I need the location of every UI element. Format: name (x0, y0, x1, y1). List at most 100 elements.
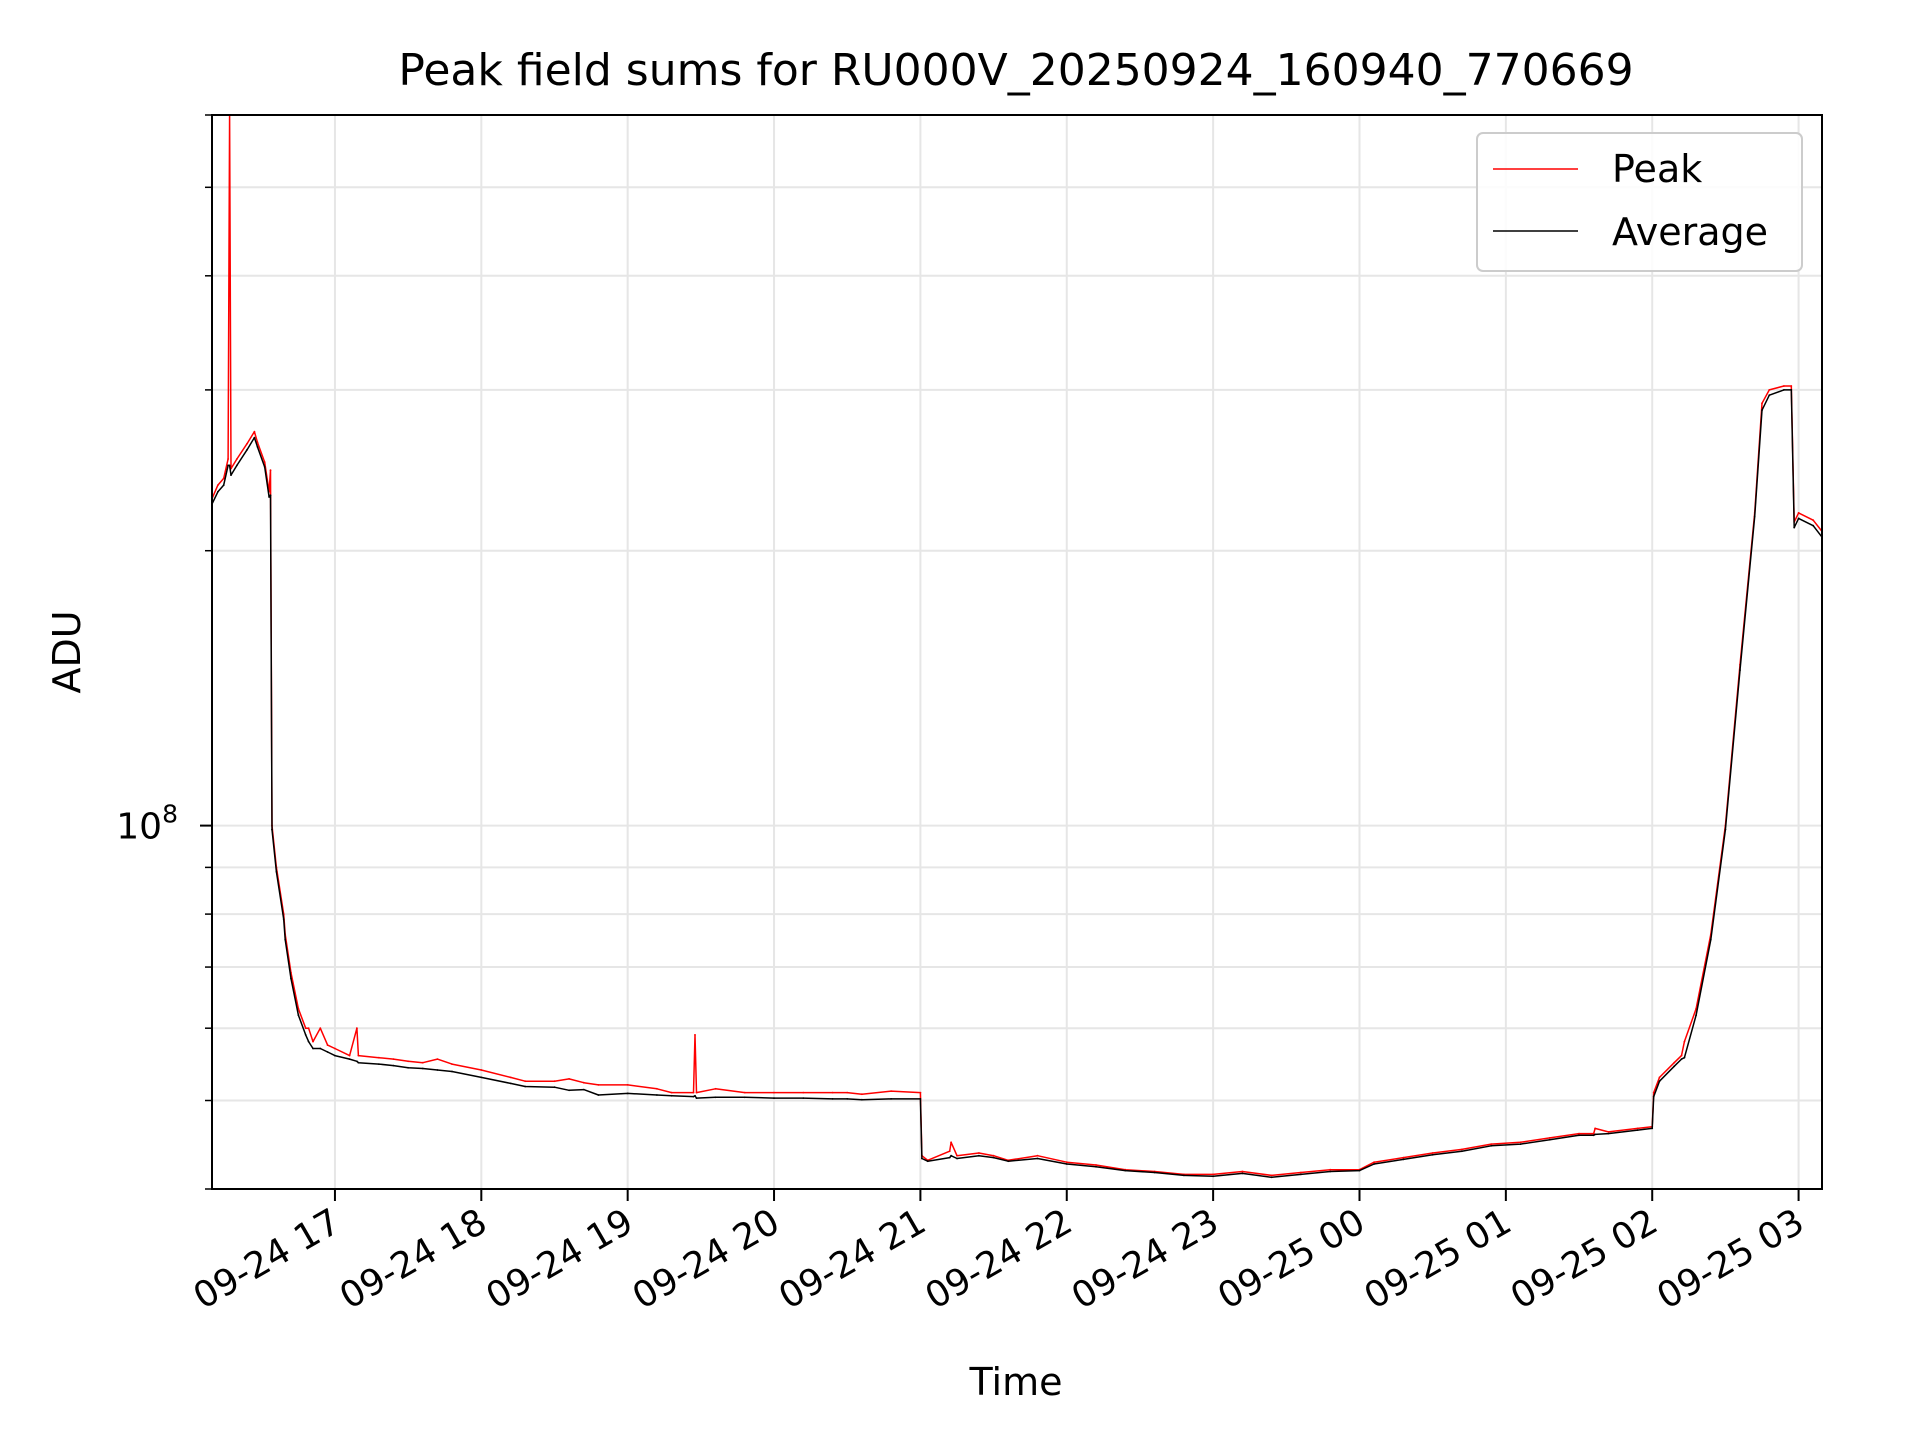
data-point (1592, 1132, 1595, 1135)
data-point (230, 474, 232, 476)
data-point (831, 1098, 834, 1100)
data-point (334, 1047, 336, 1050)
series-points-average (211, 389, 1823, 1179)
data-point (1461, 1148, 1463, 1151)
data-point (451, 1063, 453, 1065)
data-point (271, 828, 273, 831)
data-point (670, 1094, 673, 1097)
data-point (436, 1069, 439, 1071)
data-point (890, 1098, 892, 1100)
data-point (1724, 828, 1727, 831)
x-axis-label: Time (969, 1360, 1063, 1404)
data-point (861, 1098, 863, 1101)
data-point (948, 1156, 951, 1159)
data-point (1153, 1171, 1156, 1174)
data-point (992, 1154, 995, 1157)
data-point (1680, 1054, 1683, 1057)
data-point (253, 430, 256, 433)
data-point (217, 484, 219, 486)
data-point (1578, 1132, 1580, 1135)
data-point (1709, 938, 1712, 941)
data-point (227, 464, 230, 467)
data-point (312, 1047, 314, 1050)
data-point (334, 1054, 336, 1057)
data-point (1673, 1065, 1676, 1068)
data-point (357, 1061, 360, 1064)
data-point (1607, 1132, 1610, 1135)
data-point (1402, 1156, 1405, 1159)
data-point (392, 1058, 395, 1060)
data-point (480, 1069, 483, 1071)
chart-title: Peak field sums for RU000V_20250924_1609… (398, 45, 1633, 96)
data-point (1183, 1174, 1185, 1177)
data-point (1329, 1170, 1332, 1173)
data-point (275, 870, 278, 873)
data-point (956, 1154, 958, 1157)
data-point (1036, 1157, 1039, 1160)
data-point (1658, 1080, 1661, 1083)
data-point (1212, 1173, 1214, 1176)
data-point (407, 1060, 409, 1063)
data-point (1548, 1138, 1551, 1141)
legend-box (1476, 132, 1803, 272)
data-point (1124, 1169, 1127, 1172)
data-point (1373, 1163, 1375, 1165)
data-point (695, 1097, 698, 1099)
data-point (378, 1063, 380, 1065)
data-point (1241, 1170, 1244, 1173)
data-point (1300, 1171, 1302, 1174)
data-point (553, 1080, 556, 1083)
data-point (256, 441, 259, 443)
plot-frame (211, 114, 1823, 1190)
data-point (1651, 1127, 1654, 1130)
data-point (1519, 1143, 1522, 1145)
data-point (509, 1082, 512, 1085)
data-point (1683, 1056, 1686, 1059)
data-point (926, 1160, 929, 1163)
data-point (714, 1096, 717, 1099)
data-point (1402, 1158, 1405, 1161)
data-point (1007, 1160, 1010, 1163)
data-point (692, 1091, 695, 1094)
data-point (1683, 1040, 1686, 1043)
data-point (1519, 1141, 1522, 1144)
data-point (861, 1093, 863, 1096)
data-point (326, 1044, 329, 1046)
data-point (1797, 517, 1800, 520)
data-point (568, 1078, 570, 1080)
data-point (524, 1085, 527, 1088)
data-point (1490, 1144, 1493, 1147)
data-point (802, 1091, 805, 1094)
data-point (228, 464, 231, 467)
data-point (297, 1014, 300, 1017)
data-point (1652, 1095, 1655, 1098)
data-point (695, 1091, 698, 1094)
data-point (948, 1150, 951, 1153)
data-point (582, 1088, 585, 1091)
series-layer (211, 114, 1823, 1179)
data-point (269, 469, 272, 472)
data-point (1761, 409, 1763, 412)
data-point (978, 1152, 980, 1154)
data-point (1673, 1061, 1676, 1064)
data-point (304, 1027, 307, 1030)
data-point (236, 464, 238, 467)
data-point (992, 1156, 995, 1159)
data-point (326, 1051, 329, 1053)
data-point (1065, 1163, 1068, 1165)
data-point (246, 448, 249, 451)
data-point (890, 1090, 892, 1092)
data-point (656, 1094, 658, 1096)
data-point (1790, 385, 1793, 387)
data-point (846, 1098, 849, 1100)
data-point (256, 445, 259, 448)
data-point (1768, 394, 1771, 397)
data-point (1329, 1168, 1332, 1171)
data-point (1270, 1174, 1273, 1177)
data-point (921, 1157, 923, 1160)
data-point (1797, 512, 1800, 514)
data-point (1753, 515, 1756, 518)
data-point (222, 484, 225, 486)
data-point (919, 1098, 922, 1100)
